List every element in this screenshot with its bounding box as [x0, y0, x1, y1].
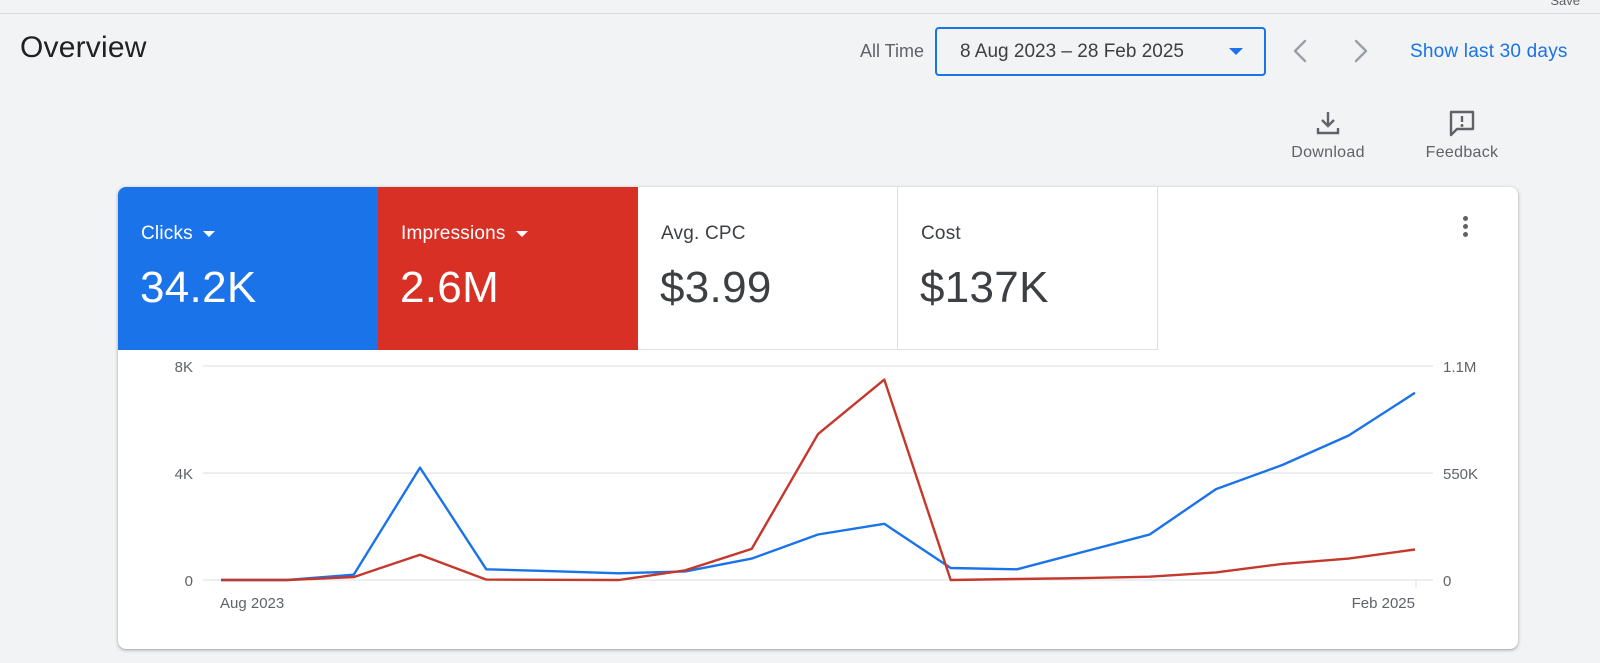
top-divider [0, 13, 1600, 14]
download-label: Download [1291, 144, 1365, 161]
more-vert-icon [1462, 216, 1468, 221]
right-axis-tick-label: 1.1M [1443, 359, 1476, 376]
download-icon [1316, 112, 1340, 135]
chevron-left-icon [1293, 39, 1307, 63]
previous-period-button[interactable] [1286, 36, 1316, 66]
avg-cpc-value: $3.99 [660, 263, 772, 312]
overview-card: Clicks 34.2K Impressions 2.6M Avg. CPC $… [118, 187, 1518, 649]
chevron-right-icon [1354, 39, 1368, 63]
clicks-value: 34.2K [140, 263, 257, 312]
left-axis-tick-label: 4K [175, 466, 193, 483]
feedback-button[interactable]: Feedback [1412, 108, 1512, 170]
caret-down-icon [515, 230, 528, 237]
series-line-impressions [221, 378, 1416, 582]
metric-card-clicks[interactable]: Clicks 34.2K [118, 187, 378, 350]
clicks-label: Clicks [141, 223, 215, 245]
save-button-partial[interactable]: Save [1550, 0, 1580, 8]
page-title: Overview [20, 31, 147, 64]
x-axis-tick-label: Feb 2025 [1352, 595, 1415, 612]
more-options-button[interactable] [1453, 213, 1477, 243]
caret-down-icon [202, 230, 215, 237]
next-period-button[interactable] [1345, 36, 1375, 66]
cost-label: Cost [921, 223, 961, 244]
metric-card-impressions[interactable]: Impressions 2.6M [378, 187, 638, 350]
caret-down-icon [1229, 48, 1243, 55]
x-axis-tick-label: Aug 2023 [220, 595, 284, 612]
left-axis-tick-label: 0 [185, 573, 193, 590]
performance-line-chart: 0 0 4K 550K 8K 1.1M Aug 2023 Feb 2025 [175, 359, 1478, 612]
date-range-picker[interactable]: 8 Aug 2023 – 28 Feb 2025 [935, 27, 1266, 76]
impressions-label: Impressions [401, 223, 528, 245]
download-button[interactable]: Download [1278, 108, 1378, 170]
avg-cpc-label: Avg. CPC [661, 223, 746, 244]
date-range-value: 8 Aug 2023 – 28 Feb 2025 [960, 41, 1184, 62]
date-range-label: All Time [859, 41, 924, 61]
left-axis-tick-label: 8K [175, 359, 193, 376]
right-axis-tick-label: 0 [1443, 573, 1451, 590]
cost-value: $137K [920, 263, 1049, 312]
series-line-clicks [221, 391, 1416, 582]
feedback-icon [1449, 110, 1475, 137]
show-last-30-days-link[interactable]: Show last 30 days [1410, 41, 1568, 62]
right-axis-tick-label: 550K [1443, 466, 1478, 483]
impressions-value: 2.6M [400, 263, 500, 312]
metric-card-cost[interactable]: Cost $137K [898, 187, 1158, 350]
metric-card-avg-cpc[interactable]: Avg. CPC $3.99 [638, 187, 898, 350]
feedback-label: Feedback [1425, 144, 1499, 161]
